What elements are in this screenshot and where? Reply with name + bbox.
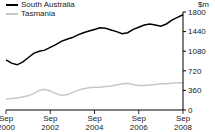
svg-text:0: 0 [188,106,193,115]
html-text:Tasmania: Tasmania [21,9,56,18]
html-text:South Australia: South Australia [21,0,75,9]
svg-text:1440: 1440 [188,27,206,36]
svg-text:1800: 1800 [188,8,206,17]
svg-text:360: 360 [188,86,202,95]
svg-text:Sep2008: Sep2008 [174,114,192,132]
svg-text:1080: 1080 [188,47,206,56]
svg-text:Sep2002: Sep2002 [41,114,59,132]
svg-text:720: 720 [188,67,202,76]
svg-text:Sep2006: Sep2006 [130,114,148,132]
html-text:$m: $m [197,0,209,9]
svg-text:Sep2004: Sep2004 [86,114,104,132]
svg-text:Sep2000: Sep2000 [8,114,15,132]
